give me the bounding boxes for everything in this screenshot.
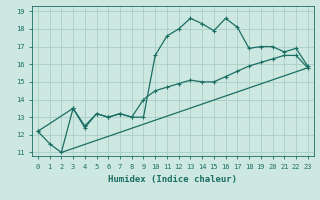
X-axis label: Humidex (Indice chaleur): Humidex (Indice chaleur)	[108, 175, 237, 184]
